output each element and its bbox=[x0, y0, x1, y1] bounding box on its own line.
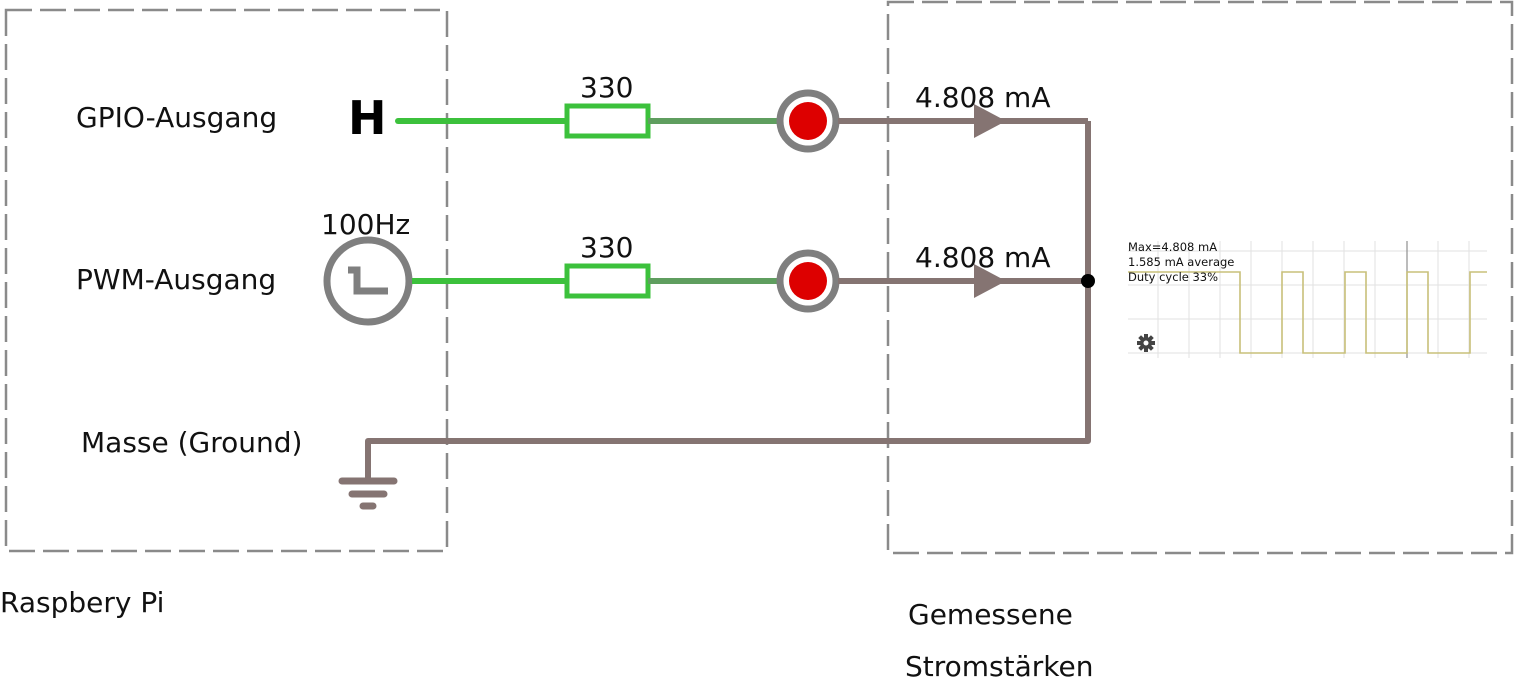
resistor-bottom-value: 330 bbox=[580, 231, 633, 264]
ground-label: Masse (Ground) bbox=[81, 426, 302, 459]
gpio-level-high: H bbox=[348, 91, 387, 145]
current-top-value: 4.808 mA bbox=[915, 81, 1051, 114]
resistor-top-value: 330 bbox=[580, 71, 633, 104]
led-top-icon bbox=[776, 89, 840, 153]
pwm-source-icon bbox=[323, 236, 413, 326]
resistor-top bbox=[564, 103, 651, 139]
scope-grid bbox=[1128, 241, 1487, 358]
led-bottom-icon bbox=[776, 249, 840, 313]
scope-waveform bbox=[1128, 271, 1487, 354]
scope-plot: Max=4.808 mA 1.585 mA average Duty cycle… bbox=[1128, 240, 1487, 358]
scope-average-text: 1.585 mA average bbox=[1128, 255, 1234, 269]
ground-return-wire bbox=[365, 121, 1091, 481]
measured-currents-caption-line1: Gemessene bbox=[908, 598, 1073, 631]
resistor-bottom bbox=[564, 263, 651, 299]
measurement-box bbox=[886, 0, 1514, 555]
pwm-output-label: PWM-Ausgang bbox=[76, 263, 276, 296]
raspberry-pi-caption: Raspbery Pi bbox=[0, 586, 164, 619]
gear-icon[interactable] bbox=[1137, 334, 1155, 352]
current-bottom-value: 4.808 mA bbox=[915, 241, 1051, 274]
scope-duty-text: Duty cycle 33% bbox=[1128, 270, 1218, 284]
ground-symbol-icon bbox=[338, 477, 398, 510]
gpio-output-label: GPIO-Ausgang bbox=[76, 101, 277, 134]
measured-currents-caption-line2: Stromstärken bbox=[905, 650, 1093, 677]
raspberry-pi-box bbox=[4, 8, 449, 553]
junction-node bbox=[1081, 274, 1095, 288]
scope-max-text: Max=4.808 mA bbox=[1128, 240, 1217, 254]
current-arrow-top-icon bbox=[974, 104, 1006, 138]
current-arrow-bottom-icon bbox=[974, 264, 1006, 298]
pwm-frequency-label: 100Hz bbox=[321, 208, 410, 241]
